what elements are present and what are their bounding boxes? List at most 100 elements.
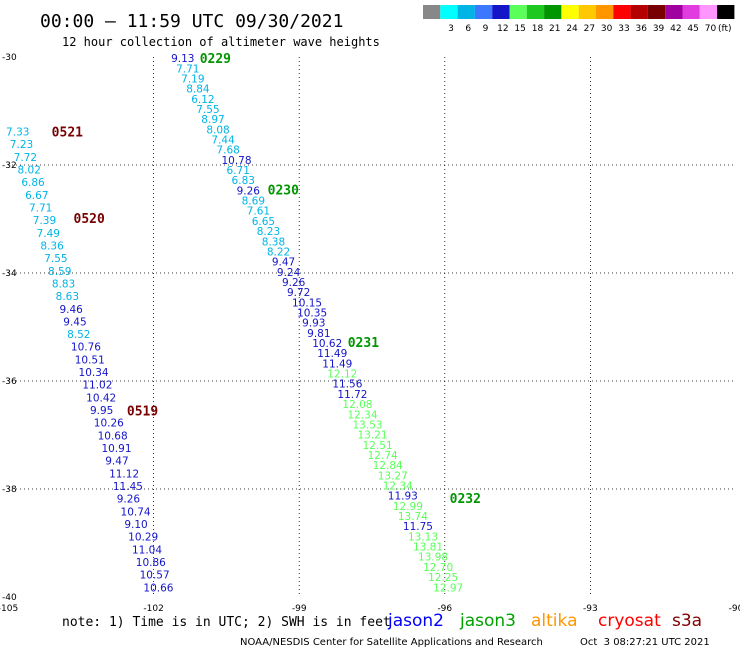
wave-height-label: 7.33 xyxy=(6,127,29,139)
legend-bin-label: 21 xyxy=(549,24,560,34)
legend-unit-label: (ft) xyxy=(718,24,732,34)
wave-height-label: 9.46 xyxy=(59,304,83,316)
legend-swatch xyxy=(440,5,458,19)
wave-height-label: 11.12 xyxy=(109,468,139,480)
satellite-legend: jason2 jason3 altika cryosat s3a xyxy=(387,611,702,631)
legend-swatch xyxy=(492,5,510,19)
legend-bin-label: 15 xyxy=(514,24,525,34)
wave-height-label: 8.83 xyxy=(52,278,75,290)
wave-height-label: 11.56 xyxy=(332,379,362,391)
wave-height-label: 7.39 xyxy=(33,215,56,227)
wave-height-label: 7.23 xyxy=(10,139,33,151)
color-scale-legend: 3 6 9 12 15 18 21 24 27 30 33 36 39 42 45 70 xyxy=(423,5,735,34)
wave-height-label: 11.49 xyxy=(317,348,347,360)
wave-height-label: 12.08 xyxy=(342,399,372,411)
legend-bin-label: 6 xyxy=(465,24,471,34)
wave-height-label: 10.34 xyxy=(79,367,109,379)
y-tick-label: -32 xyxy=(2,161,17,171)
data-labels: 9.137.717.198.846.127.558.978.087.447.68… xyxy=(6,53,463,594)
wave-height-label: 12.84 xyxy=(373,460,403,472)
wave-height-label: 8.59 xyxy=(48,266,71,278)
y-tick-label: -34 xyxy=(2,269,17,279)
legend-swatch xyxy=(665,5,683,19)
wave-height-label: 10.76 xyxy=(71,342,101,354)
legend-bin-label: 24 xyxy=(566,24,578,34)
wave-height-label: 10.29 xyxy=(128,532,158,544)
wave-height-label: 8.36 xyxy=(40,240,64,252)
wave-height-label: 8.08 xyxy=(206,124,229,136)
wave-height-label: 7.44 xyxy=(211,134,235,146)
x-tick-label: -105 xyxy=(0,604,18,614)
wave-height-label: 13.98 xyxy=(418,552,448,564)
legend-bin-label: 3 xyxy=(448,24,454,34)
x-tick-label: -93 xyxy=(583,604,598,614)
wave-height-label: 8.02 xyxy=(18,165,41,177)
wave-height-label: 10.26 xyxy=(94,418,124,430)
wave-height-label: 11.45 xyxy=(113,481,143,493)
wave-height-label: 10.66 xyxy=(143,582,173,594)
x-tick-label: -96 xyxy=(437,604,452,614)
legend-swatch xyxy=(544,5,562,19)
wave-height-label: 7.71 xyxy=(29,202,52,214)
y-tick-label: -36 xyxy=(2,377,17,387)
y-tick-label: -40 xyxy=(2,593,17,603)
wave-height-label: 8.23 xyxy=(257,226,280,238)
wave-height-label: 6.67 xyxy=(25,190,48,202)
wave-height-label: 12.34 xyxy=(347,409,377,421)
chart-subtitle: 12 hour collection of altimeter wave hei… xyxy=(62,35,380,49)
wave-height-label: 10.74 xyxy=(121,506,151,518)
wave-height-label: 7.55 xyxy=(196,104,219,116)
wave-height-label: 9.26 xyxy=(282,277,306,289)
legend-swatch xyxy=(613,5,631,19)
wave-height-label: 8.22 xyxy=(267,246,290,258)
legend-bin-label: 36 xyxy=(636,24,648,34)
wave-height-label: 6.86 xyxy=(21,177,45,189)
wave-height-label: 8.69 xyxy=(242,196,265,208)
legend-swatch xyxy=(682,5,700,19)
wave-height-label: 8.38 xyxy=(262,236,285,248)
satellite-name: jason3 xyxy=(459,611,516,631)
wave-height-label: 6.83 xyxy=(232,175,255,187)
pass-labels: 0229 0230 0231 0232 0521 0520 0519 xyxy=(52,52,481,507)
wave-height-label: 9.95 xyxy=(90,405,113,417)
wave-height-label: 10.42 xyxy=(86,392,116,404)
wave-height-label: 10.78 xyxy=(221,155,251,167)
wave-height-label: 10.68 xyxy=(98,430,128,442)
legend-swatch xyxy=(474,5,493,19)
y-tick-label: -30 xyxy=(2,53,17,63)
wave-height-label: 12.70 xyxy=(423,562,453,574)
pass-id-label: 0229 xyxy=(200,52,231,67)
wave-height-label: 10.91 xyxy=(101,443,131,455)
legend-swatch xyxy=(578,5,596,19)
legend-bin-label: 42 xyxy=(670,24,681,34)
wave-height-label: 7.49 xyxy=(37,228,60,240)
wave-height-label: 13.21 xyxy=(358,430,388,442)
x-tick-label: -99 xyxy=(292,604,307,614)
wave-height-label: 8.52 xyxy=(67,329,90,341)
wave-height-label: 8.63 xyxy=(56,291,79,303)
footer-note: note: 1) Time is in UTC; 2) SWH is in fe… xyxy=(62,615,391,630)
satellite-name: altika xyxy=(531,611,578,631)
wave-height-label: 10.86 xyxy=(136,557,166,569)
wave-height-label: 7.55 xyxy=(44,253,67,265)
wave-height-label: 12.97 xyxy=(433,582,463,594)
wave-height-label: 10.51 xyxy=(75,354,105,366)
pass-id-label: 0519 xyxy=(127,405,158,420)
legend-bin-label: 12 xyxy=(497,24,508,34)
legend-swatch xyxy=(423,5,441,19)
pass-id-label: 0521 xyxy=(52,126,83,141)
wave-height-label: 12.34 xyxy=(383,481,413,493)
legend-swatch xyxy=(596,5,614,19)
wave-height-label: 9.45 xyxy=(63,316,86,328)
footer-credit: NOAA/NESDIS Center for Satellite Applica… xyxy=(240,637,543,648)
legend-bin-label: 30 xyxy=(601,24,613,34)
legend-swatch xyxy=(717,5,735,19)
pass-id-label: 0520 xyxy=(74,212,105,227)
legend-swatch xyxy=(647,5,666,19)
legend-swatch xyxy=(457,5,475,19)
wave-height-label: 8.84 xyxy=(186,84,210,96)
wave-height-label: 7.71 xyxy=(176,63,199,75)
legend-swatch xyxy=(699,5,718,19)
wave-height-label: 12.51 xyxy=(363,440,393,452)
